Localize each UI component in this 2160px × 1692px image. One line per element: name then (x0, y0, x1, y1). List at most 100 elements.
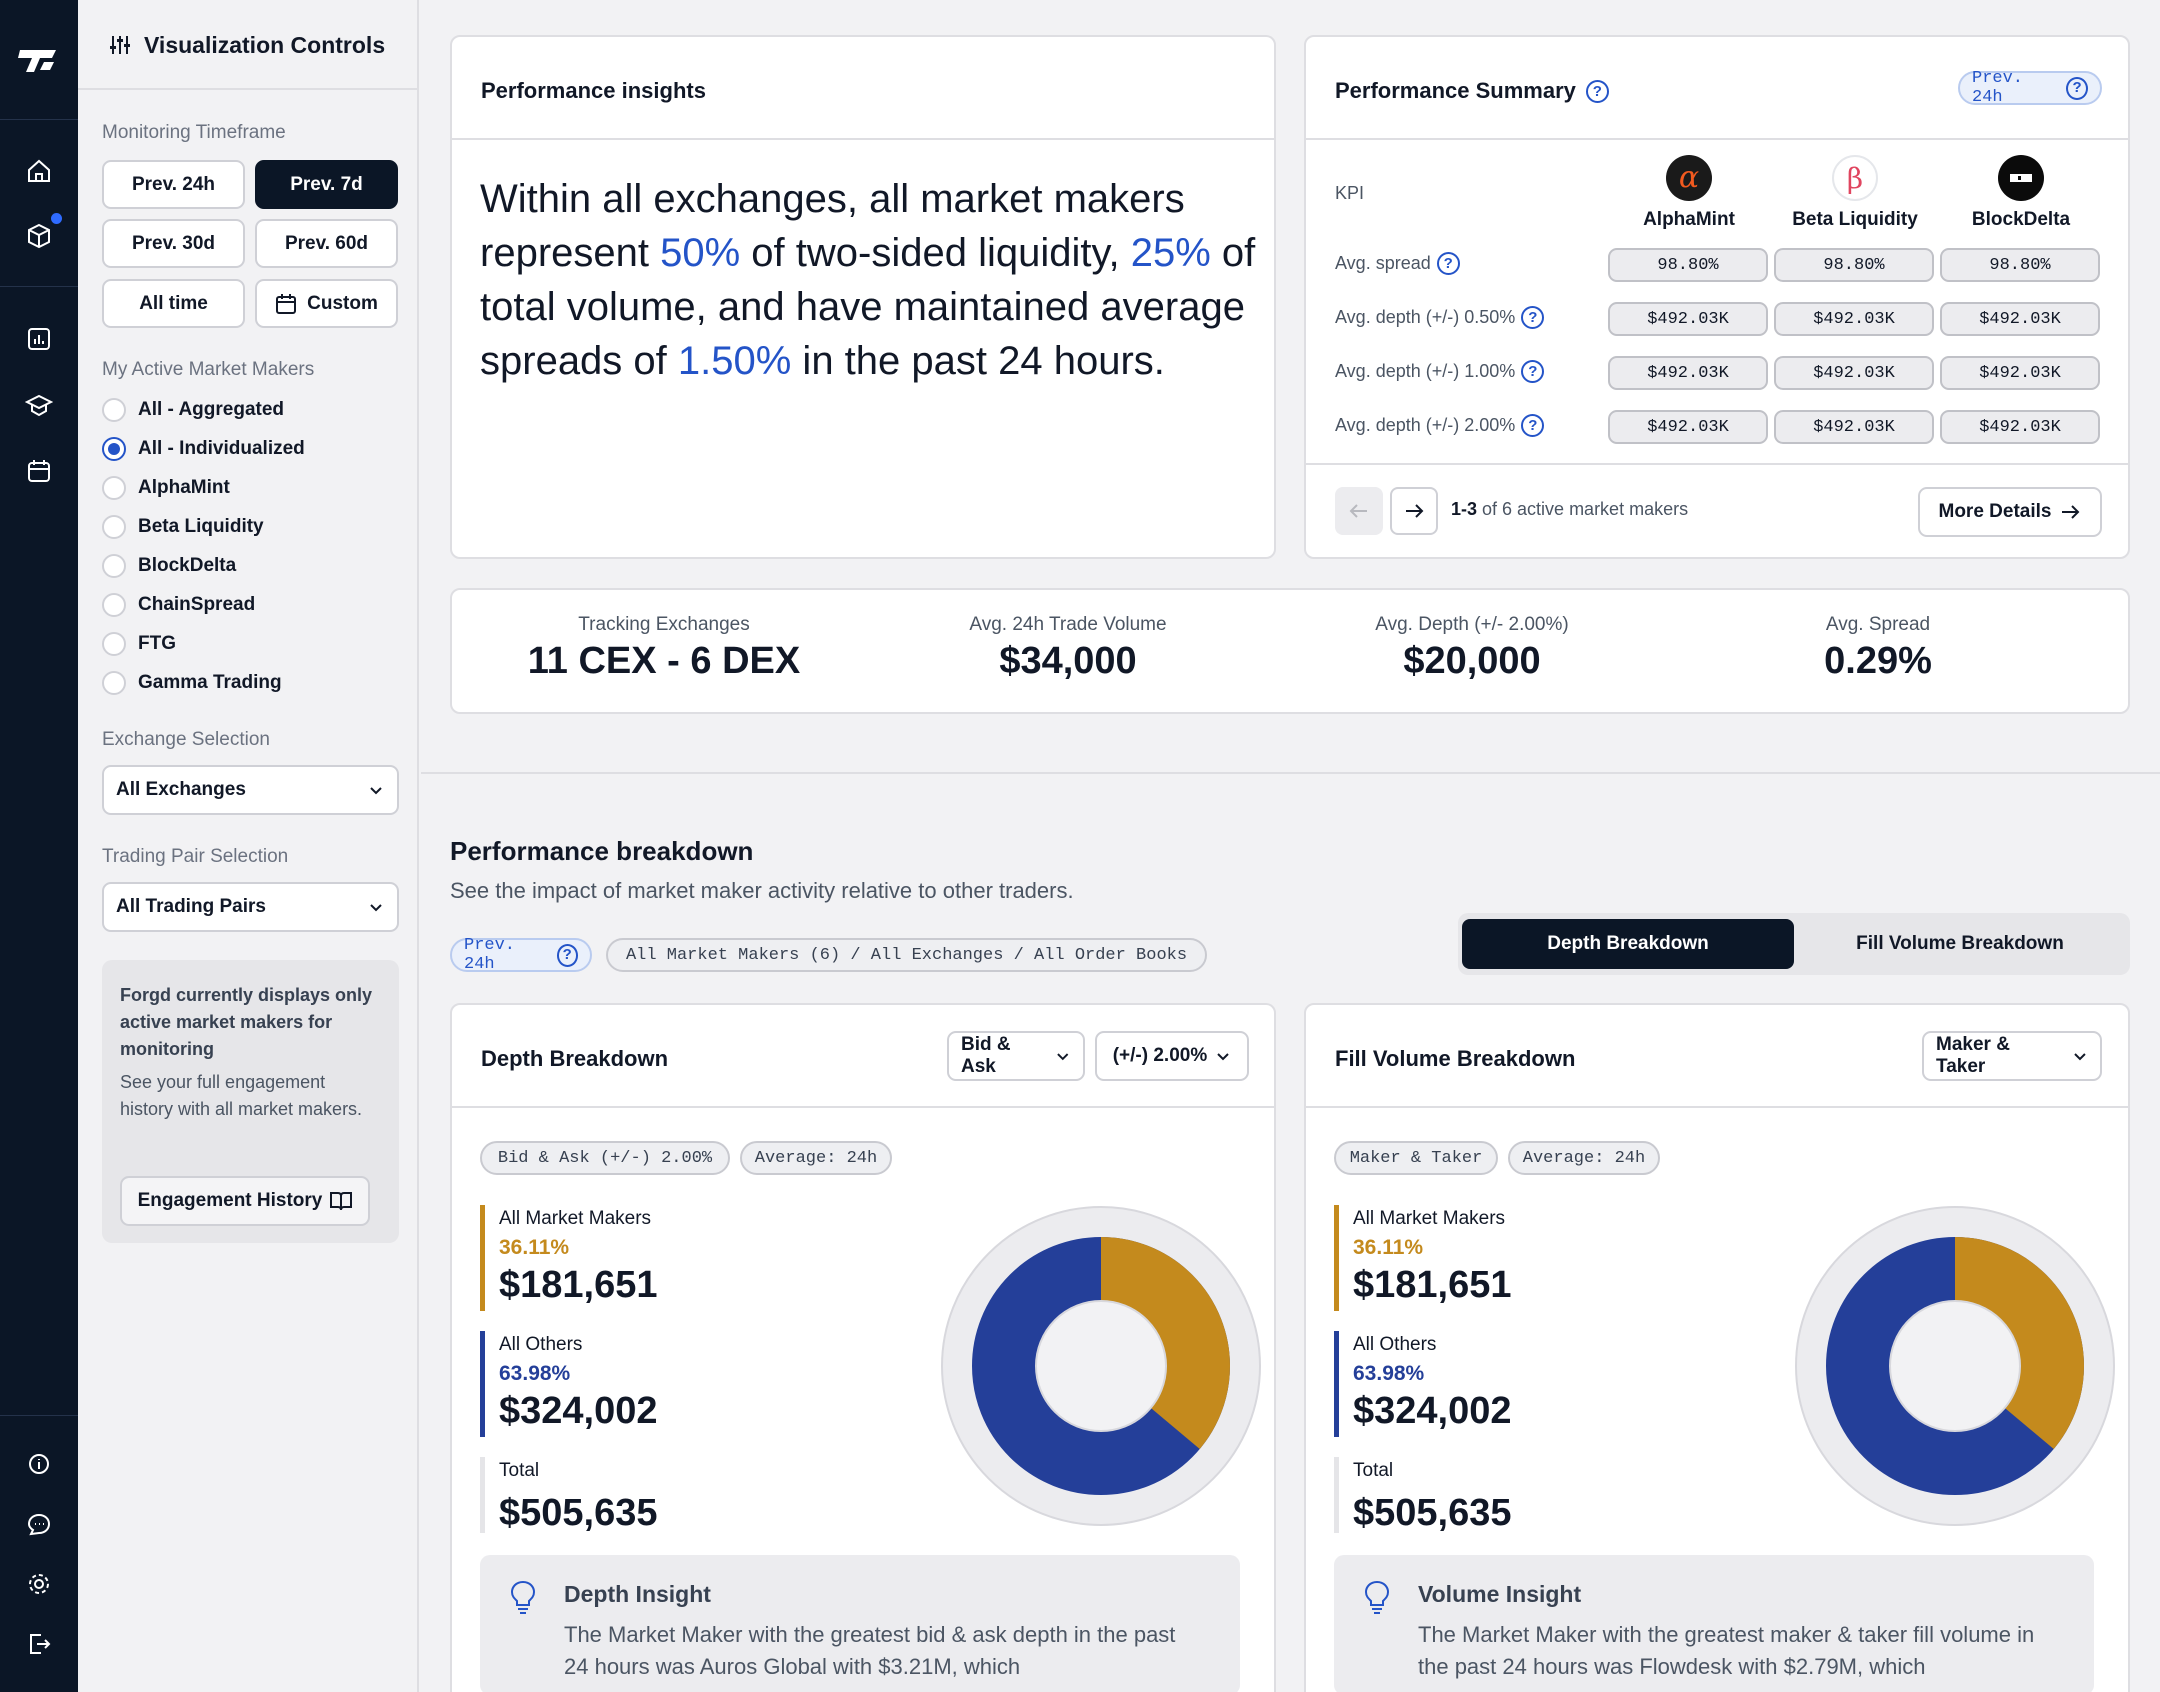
pager-text: of 6 active market makers (1482, 499, 1689, 519)
help-icon[interactable]: ? (2066, 76, 2088, 100)
summary-period-pill[interactable]: Prev. 24h? (1958, 69, 2102, 107)
more-details-label: More Details (1938, 501, 2052, 522)
timeframe-24h-button[interactable]: Prev. 24h (102, 160, 245, 209)
radio-circle[interactable] (102, 476, 126, 500)
more-details-button[interactable]: More Details (1918, 487, 2102, 537)
breakdown-filter-pill[interactable]: All Market Makers (6) / All Exchanges / … (606, 938, 1207, 972)
card-header: Depth Breakdown Bid & Ask (+/-) 2.00% (452, 1005, 1274, 1108)
mm-option-aggregated[interactable]: All - Aggregated (102, 396, 284, 424)
breakdown-period-label: Prev. 24h (464, 936, 516, 974)
maker-taker-value: Maker & Taker (1936, 1034, 2010, 1077)
mm-option-chainspread[interactable]: ChainSpread (102, 591, 255, 619)
panel-title: Visualization Controls (144, 32, 386, 58)
mm-option-blockdelta[interactable]: BlockDelta (102, 552, 236, 580)
beta-liquidity-logo: β (1832, 155, 1878, 201)
help-icon[interactable]: ? (1436, 252, 1460, 275)
timeframe-30d-button[interactable]: Prev. 30d (102, 219, 245, 268)
pair-select[interactable]: All Trading Pairs (102, 882, 399, 932)
market-makers-label: My Active Market Makers (102, 359, 315, 380)
mm-option-ftg[interactable]: FTG (102, 630, 176, 658)
summary-title-row: Performance Summary? (1335, 78, 1609, 104)
home-icon[interactable] (25, 157, 53, 185)
side-dropdown-value: Bid & Ask (961, 1034, 1011, 1077)
mm-option-label: BlockDelta (138, 555, 237, 576)
kpi-value: 98.80% (1940, 248, 2100, 282)
donut-hole (1035, 1300, 1167, 1432)
radio-circle-selected[interactable] (102, 437, 126, 461)
mm-option-beta-liquidity[interactable]: Beta Liquidity (102, 513, 264, 541)
help-icon[interactable]: ? (1521, 360, 1545, 383)
help-icon[interactable]: ? (556, 943, 578, 967)
mm-option-label: All - Individualized (138, 438, 305, 459)
radio-circle[interactable] (102, 671, 126, 695)
kpi-value: $492.03K (1940, 410, 2100, 444)
timeframe-all-button[interactable]: All time (102, 279, 245, 328)
kpi-value: $492.03K (1940, 302, 2100, 336)
volume-card-title: Fill Volume Breakdown (1335, 1046, 1576, 1071)
calendar-icon[interactable] (25, 457, 53, 485)
legend-pct: 63.98% (1353, 1362, 1425, 1385)
breakdown-period-pill[interactable]: Prev. 24h? (450, 936, 592, 974)
depth-insight-box: Depth Insight The Market Maker with the … (480, 1555, 1240, 1692)
exchange-label: Exchange Selection (102, 729, 270, 750)
stat-trade-volume: Avg. 24h Trade Volume $34,000 (888, 614, 1248, 683)
panel-header: Visualization Controls (78, 0, 417, 90)
radio-circle[interactable] (102, 515, 126, 539)
maker-name-blockdelta: BlockDelta (1971, 209, 2071, 230)
mm-option-label: FTG (138, 633, 176, 654)
note-title: Forgd currently displays only active mar… (120, 985, 373, 1059)
radio-circle[interactable] (102, 593, 126, 617)
insights-title: Performance insights (481, 78, 706, 103)
timeframe-60d-button[interactable]: Prev. 60d (255, 219, 398, 268)
next-page-button[interactable] (1390, 487, 1438, 535)
kpi-row-label: Avg. depth (+/-) 1.00%? (1335, 360, 1545, 383)
help-icon[interactable]: ? (1585, 79, 1609, 103)
help-icon[interactable]: ? (1521, 414, 1545, 437)
learn-icon[interactable] (24, 391, 54, 419)
kpi-label: Avg. depth (+/-) 2.00% (1335, 415, 1516, 435)
help-icon[interactable]: ? (1521, 306, 1545, 329)
arrow-right-icon (1406, 504, 1424, 518)
legend-total: Total $505,635 (480, 1457, 658, 1534)
radio-circle[interactable] (102, 398, 126, 422)
cube-icon[interactable] (25, 222, 53, 250)
legend-market-makers: All Market Makers 36.11% $181,651 (1334, 1205, 1512, 1311)
prev-page-button[interactable] (1335, 487, 1383, 535)
legend-label: All Others (1353, 1334, 1437, 1355)
performance-summary-card: Performance Summary? Prev. 24h? KPI α β … (1304, 35, 2130, 559)
mm-option-gamma-trading[interactable]: Gamma Trading (102, 669, 282, 697)
donut-market-makers-segment (1826, 1237, 2084, 1495)
exchange-select[interactable]: All Exchanges (102, 765, 399, 815)
liquidity-share: 50% (660, 231, 741, 275)
depth-breakdown-card: Depth Breakdown Bid & Ask (+/-) 2.00% Bi… (450, 1003, 1276, 1692)
radio-circle[interactable] (102, 632, 126, 656)
legend-label: Total (1353, 1460, 1394, 1481)
kpi-value: $492.03K (1774, 302, 1934, 336)
timeframe-custom-button[interactable]: Custom (255, 279, 398, 328)
logo-icon[interactable] (16, 42, 62, 78)
alphamint-logo: α (1666, 155, 1712, 201)
toggle-fill-volume-breakdown[interactable]: Fill Volume Breakdown (1856, 933, 2064, 954)
mm-option-alphamint[interactable]: AlphaMint (102, 474, 230, 502)
legend-others: All Others 63.98% $324,002 (1334, 1331, 1512, 1437)
chevron-down-icon (2074, 1053, 2086, 1061)
side-dropdown[interactable]: Bid & Ask (947, 1031, 1085, 1081)
legend-label: All Others (499, 1334, 583, 1355)
mm-option-individualized[interactable]: All - Individualized (102, 435, 305, 463)
chat-icon[interactable] (25, 1510, 53, 1538)
toggle-depth-breakdown[interactable]: Depth Breakdown (1462, 919, 1794, 969)
maker-taker-dropdown[interactable]: Maker & Taker (1922, 1031, 2102, 1081)
info-icon[interactable] (25, 1450, 53, 1478)
chart-icon[interactable] (25, 325, 53, 353)
timeframe-7d-button[interactable]: Prev. 7d (255, 160, 398, 209)
gear-icon[interactable] (25, 1570, 53, 1598)
kpi-value: $492.03K (1608, 356, 1768, 390)
radio-circle[interactable] (102, 554, 126, 578)
engagement-history-button[interactable]: Engagement History (120, 1176, 370, 1226)
logout-icon[interactable] (25, 1630, 53, 1658)
kpi-value: 98.80% (1774, 248, 1934, 282)
engagement-history-label: Engagement History (137, 1190, 323, 1211)
insight-text: in the past 24 hours. (791, 339, 1165, 383)
range-dropdown[interactable]: (+/-) 2.00% (1095, 1031, 1249, 1081)
rail-divider (0, 286, 78, 287)
